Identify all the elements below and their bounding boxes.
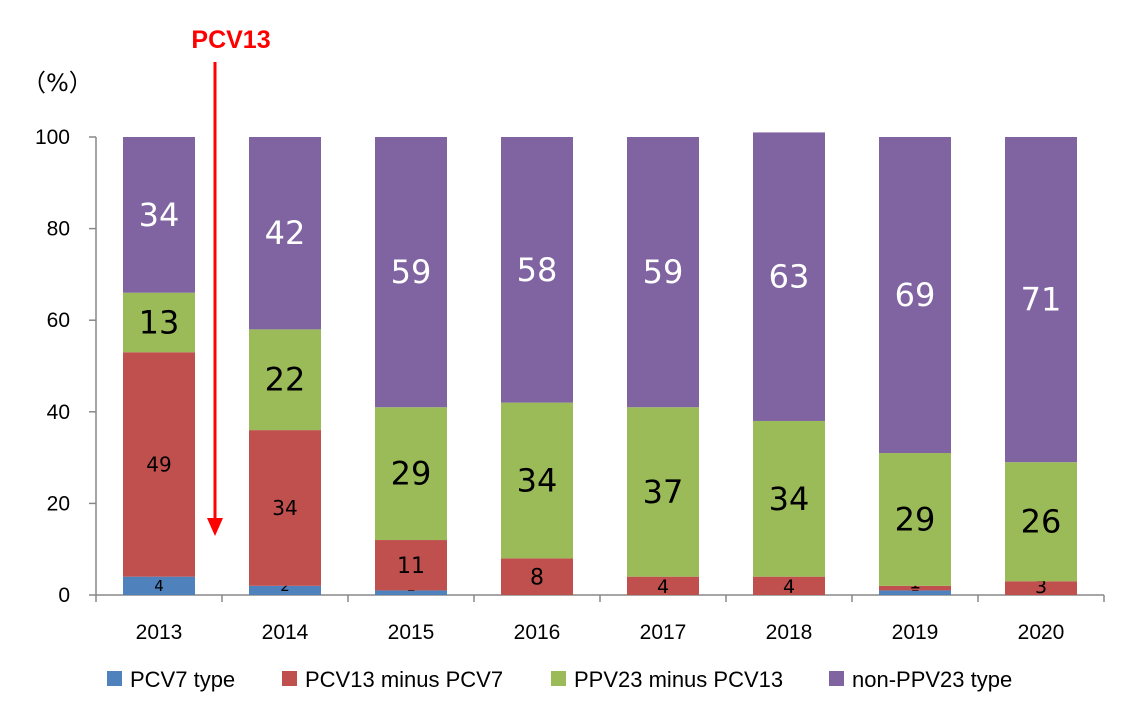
bar-segment: [249, 329, 321, 431]
bar-segment: [753, 132, 825, 421]
x-tick-label: 2015: [388, 621, 435, 644]
legend: PCV7 type PCV13 minus PCV7 PPV23 minus PCV…: [107, 667, 1012, 692]
bar-segment: [123, 292, 195, 353]
y-tick-label: 40: [47, 401, 70, 424]
bar-segment: [249, 585, 321, 595]
bar-segment: [627, 576, 699, 595]
data-label: 34: [272, 496, 297, 520]
data-label: 3: [1035, 576, 1047, 598]
data-label: 34: [769, 480, 810, 518]
data-label: 26: [1021, 503, 1062, 541]
x-tick-label: 2020: [1018, 621, 1065, 644]
annotation-arrowhead: [207, 518, 223, 536]
data-label: 69: [895, 276, 936, 314]
bar-segment: [501, 402, 573, 559]
y-tick-label: 100: [35, 126, 70, 149]
x-tick-label: 2018: [766, 621, 813, 644]
data-label: 29: [391, 455, 432, 493]
legend-swatch: [282, 671, 297, 686]
legend-entry: PPV23 minus PCV13: [574, 667, 783, 692]
data-label: 2: [280, 577, 290, 595]
legend-swatch: [829, 671, 844, 686]
bar-segment: [249, 430, 321, 586]
data-label: 34: [517, 462, 558, 500]
data-label: 4: [783, 576, 795, 598]
data-label: 4: [154, 577, 164, 595]
data-label: 37: [643, 473, 684, 511]
data-label: 8: [530, 566, 544, 591]
data-label: 22: [265, 361, 306, 399]
y-tick-label: 20: [47, 492, 70, 515]
bar-segment: [501, 137, 573, 403]
x-tick-label: 2019: [892, 621, 939, 644]
y-tick-label: 80: [47, 218, 70, 241]
bar-segment: [375, 590, 447, 595]
bar-segment: [627, 137, 699, 408]
y-tick-label: 60: [47, 309, 70, 332]
bar-segment: [753, 420, 825, 577]
bars: 4491334201323422422014111295920150834582…: [123, 132, 1077, 644]
y-unit-label: （%）: [22, 69, 93, 97]
legend-swatch: [551, 671, 566, 686]
bar-segment: [249, 137, 321, 330]
data-label: 59: [643, 253, 684, 291]
legend-entry: PCV13 minus PCV7: [305, 667, 503, 692]
bar-segment: [375, 137, 447, 408]
data-label: 63: [769, 258, 810, 296]
pcv13-annotation: PCV13: [191, 26, 271, 536]
data-label: 4: [657, 576, 669, 598]
y-tick-label: 0: [58, 584, 70, 607]
data-label: 49: [146, 452, 171, 476]
data-label: 58: [517, 251, 558, 289]
x-tick-label: 2014: [262, 621, 309, 644]
bar-segment: [1005, 581, 1077, 595]
bar-segment: [879, 137, 951, 454]
bar-segment: [123, 576, 195, 595]
bar-segment: [627, 407, 699, 577]
data-label: 42: [265, 214, 306, 252]
bar-segment: [375, 407, 447, 541]
x-tick-label: 2016: [514, 621, 561, 644]
data-label: 71: [1021, 281, 1062, 319]
data-label: 29: [895, 500, 936, 538]
x-tick-label: 2017: [640, 621, 687, 644]
bar-segment: [501, 558, 573, 595]
bar-segment: [753, 576, 825, 595]
legend-entry: non-PPV23 type: [852, 667, 1012, 692]
bar-segment: [123, 352, 195, 577]
data-label: 11: [397, 554, 425, 579]
bar-segment: [879, 453, 951, 586]
bar-segment: [879, 585, 951, 591]
data-label: 59: [391, 253, 432, 291]
legend-entry: PCV7 type: [130, 667, 235, 692]
annotation-label: PCV13: [191, 26, 270, 54]
data-label: 34: [139, 196, 180, 234]
legend-swatch: [107, 671, 122, 686]
bar-segment: [1005, 137, 1077, 463]
bar-segment: [879, 590, 951, 595]
bar-segment: [375, 540, 447, 591]
data-label: 13: [139, 303, 180, 341]
x-tick-label: 2013: [136, 621, 183, 644]
bar-segment: [123, 137, 195, 293]
bar-segment: [1005, 462, 1077, 582]
